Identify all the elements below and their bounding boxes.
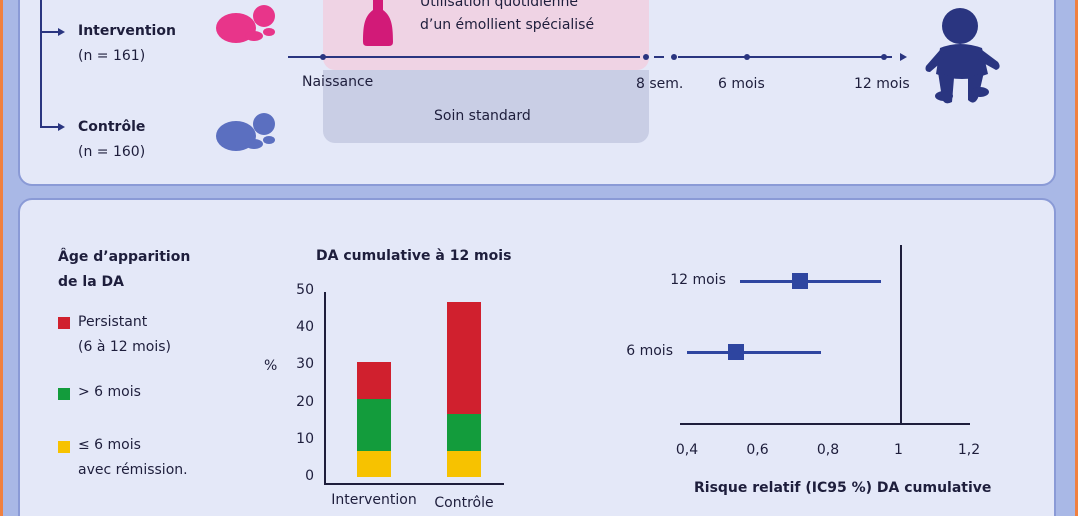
timeline-dot-8weeks (643, 54, 649, 60)
bar-chart-ytick-0: 0 (305, 468, 314, 484)
results-panel (18, 198, 1056, 516)
forest-reference-line (900, 245, 902, 424)
timepoint-birth: Naissance (302, 74, 374, 90)
bar-1-segment-1 (447, 413, 481, 451)
bar-1-segment-0 (447, 450, 481, 477)
legend-title-line1: Âge d’apparition (58, 249, 191, 265)
forest-ci-line-0 (739, 280, 881, 283)
baby-intervention-icon (216, 5, 275, 43)
bar-0-segment-1 (357, 398, 391, 451)
bar-chart-ytick-20: 20 (296, 393, 314, 410)
forest-xtick-3: 1 (894, 442, 903, 458)
baby-control-icon (216, 113, 275, 151)
bar-chart-ytick-10: 10 (296, 430, 314, 447)
control-n: (n = 160) (78, 144, 146, 160)
bar-chart-x-axis (324, 483, 504, 485)
timeline-dot-6months (744, 54, 750, 60)
timeline-arrow (900, 53, 907, 61)
emollient-bottle-icon (363, 0, 393, 46)
bar-chart-title: DA cumulative à 12 mois (316, 248, 512, 264)
forest-xtick-4: 1,2 (957, 442, 981, 458)
timeline-dash-1 (654, 56, 664, 58)
arm-connector-control (40, 126, 60, 128)
legend-under6-line2: avec rémission. (78, 462, 188, 478)
arm-connector-intervention (40, 31, 60, 33)
forest-row-label-0: 12 mois (670, 272, 726, 288)
intervention-label: Intervention (78, 23, 176, 39)
bar-chart-y-axis (324, 292, 326, 484)
legend-title-line2: de la DA (58, 274, 124, 290)
legend-under6-line1: ≤ 6 mois (78, 437, 141, 453)
legend-persistent-line2: (6 à 12 mois) (78, 339, 171, 355)
bar-0-segment-2 (357, 361, 391, 399)
timeline-dot-8weeks-b (671, 54, 677, 60)
forest-xtick-1: 0,6 (746, 442, 769, 458)
legend-persistent-line1: Persistant (78, 314, 148, 330)
timepoint-12months: 12 mois (854, 76, 910, 92)
bar-1-segment-2 (447, 302, 481, 414)
timeline-line-2 (678, 56, 892, 58)
timepoint-6months: 6 mois (718, 76, 765, 92)
frame-edge-right (1075, 0, 1078, 516)
arm-connector-vertical (40, 0, 42, 126)
arrow-control (58, 123, 65, 131)
bar-chart-ylabel: % (264, 358, 278, 374)
bar-chart-ytick-50: 50 (296, 282, 314, 298)
timepoint-8weeks: 8 sem. (636, 76, 684, 92)
forest-row-label-1: 6 mois (626, 343, 673, 359)
forest-ci-line-1 (687, 351, 821, 354)
timeline-dot-12months (881, 54, 887, 60)
legend-swatch-under6 (58, 441, 70, 453)
emollient-line1: Utilisation quotidienne (420, 0, 578, 10)
forest-x-axis (680, 423, 970, 425)
timeline-line-1 (288, 56, 640, 58)
emollient-line2: d’un émollient spécialisé (420, 17, 595, 33)
intervention-n: (n = 161) (78, 48, 146, 64)
arrow-intervention (58, 28, 65, 36)
standard-care-band (323, 70, 649, 143)
forest-point-1 (728, 344, 745, 360)
forest-xtick-2: 0,8 (816, 442, 840, 458)
frame-edge-left (0, 0, 3, 516)
bar-chart-category-0: Intervention (331, 492, 417, 508)
bar-chart-category-1: Contrôle (434, 495, 494, 511)
forest-point-0 (791, 273, 808, 289)
timeline-dot-birth (320, 54, 326, 60)
bar-chart-ytick-30: 30 (296, 356, 314, 373)
forest-xtick-0: 0,4 (675, 442, 699, 458)
bar-0-segment-0 (357, 450, 391, 477)
legend-over6-line1: > 6 mois (78, 384, 141, 400)
standard-care-label: Soin standard (434, 108, 531, 124)
legend-swatch-over6 (58, 388, 70, 400)
bar-chart-ytick-40: 40 (296, 319, 314, 336)
control-label: Contrôle (78, 119, 146, 135)
legend-swatch-persistent (58, 317, 70, 329)
forest-xlabel: Risque relatif (IC95 %) DA cumulative (694, 480, 992, 496)
toddler-icon (925, 8, 1000, 104)
